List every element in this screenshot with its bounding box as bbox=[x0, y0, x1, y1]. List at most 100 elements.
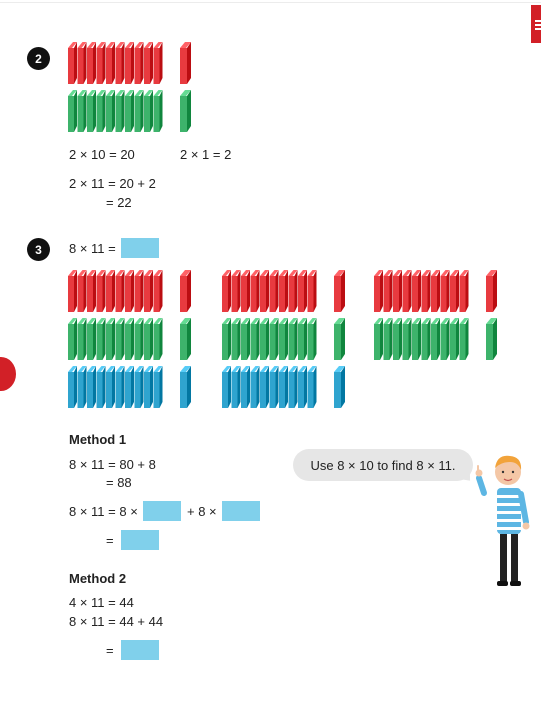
block-top bbox=[298, 270, 307, 276]
block-top bbox=[134, 42, 144, 48]
block-side bbox=[131, 42, 134, 84]
block-side bbox=[93, 270, 96, 312]
block-side bbox=[102, 90, 106, 132]
block-side bbox=[131, 270, 134, 312]
block-front bbox=[260, 372, 266, 408]
question-number-2: 2 bbox=[27, 47, 50, 70]
block-side bbox=[93, 366, 96, 408]
block-side bbox=[418, 318, 421, 360]
block-side bbox=[247, 366, 250, 408]
block-front bbox=[106, 372, 112, 408]
block-front bbox=[307, 324, 314, 360]
block-top bbox=[260, 270, 269, 276]
method-1-blank-2[interactable] bbox=[222, 501, 260, 521]
block-top bbox=[250, 318, 260, 324]
block-top bbox=[298, 366, 307, 372]
block-front bbox=[144, 48, 150, 84]
block-front bbox=[153, 276, 160, 312]
block-side bbox=[256, 366, 260, 408]
q3-answer-box[interactable] bbox=[121, 238, 159, 258]
block-top bbox=[77, 318, 87, 324]
block-front bbox=[144, 276, 150, 312]
block-front bbox=[222, 276, 228, 312]
unit-block-front bbox=[180, 48, 187, 84]
block-side bbox=[399, 270, 402, 312]
block-top bbox=[134, 318, 144, 324]
method-2-answer-box[interactable] bbox=[121, 640, 159, 660]
block-front bbox=[431, 276, 437, 312]
unit-block-side bbox=[493, 270, 497, 312]
block-front bbox=[134, 48, 141, 84]
block-front bbox=[106, 324, 112, 360]
block-side bbox=[304, 366, 307, 408]
block-top bbox=[115, 90, 125, 96]
hint-text: Use 8 × 10 to find 8 × 11. bbox=[310, 457, 456, 473]
block-front bbox=[134, 276, 141, 312]
block-side bbox=[150, 270, 153, 312]
block-side bbox=[159, 42, 163, 84]
block-side bbox=[150, 90, 153, 132]
block-top bbox=[231, 270, 241, 276]
block-front bbox=[307, 372, 314, 408]
block-top bbox=[134, 90, 144, 96]
block-top bbox=[96, 90, 106, 96]
block-front bbox=[106, 96, 112, 132]
block-front bbox=[222, 372, 228, 408]
block-side bbox=[456, 270, 459, 312]
block-top bbox=[68, 366, 77, 372]
block-front bbox=[106, 48, 112, 84]
block-side bbox=[266, 366, 269, 408]
block-front bbox=[87, 324, 93, 360]
block-top bbox=[231, 318, 241, 324]
block-top bbox=[153, 318, 163, 324]
block-top bbox=[222, 366, 231, 372]
method-1-answer-box[interactable] bbox=[121, 530, 159, 550]
block-side bbox=[112, 366, 115, 408]
block-front bbox=[96, 48, 103, 84]
menu-tab[interactable] bbox=[531, 5, 541, 43]
block-side bbox=[112, 270, 115, 312]
block-front bbox=[115, 48, 122, 84]
block-front bbox=[269, 324, 276, 360]
block-side bbox=[140, 270, 144, 312]
method-1-blank-1[interactable] bbox=[143, 501, 181, 521]
block-front bbox=[450, 276, 456, 312]
block-front bbox=[96, 276, 103, 312]
block-top bbox=[279, 318, 288, 324]
block-side bbox=[465, 270, 469, 312]
block-front bbox=[144, 372, 150, 408]
block-front bbox=[77, 372, 84, 408]
block-side bbox=[159, 270, 163, 312]
block-side bbox=[93, 42, 96, 84]
block-top bbox=[68, 270, 77, 276]
unit-block-side bbox=[187, 42, 191, 84]
unit-block-top bbox=[180, 318, 191, 324]
unit-block-side bbox=[187, 318, 191, 360]
block-front bbox=[250, 276, 257, 312]
block-front bbox=[241, 276, 247, 312]
block-side bbox=[159, 318, 163, 360]
block-side bbox=[102, 318, 106, 360]
block-side bbox=[83, 270, 87, 312]
block-front bbox=[250, 324, 257, 360]
block-top bbox=[115, 270, 125, 276]
block-front bbox=[440, 276, 447, 312]
block-top bbox=[77, 90, 87, 96]
q3-block-group-1 bbox=[68, 270, 191, 408]
q2-equation-sum: 2 × 11 = 20 + 2 bbox=[69, 176, 156, 191]
q2-equation-tens: 2 × 10 = 20 bbox=[69, 147, 135, 162]
unit-block-side bbox=[187, 366, 191, 408]
boy-character-illustration bbox=[475, 455, 530, 586]
block-front bbox=[134, 96, 141, 132]
block-top bbox=[269, 270, 279, 276]
block-top bbox=[68, 42, 77, 48]
block-side bbox=[437, 318, 440, 360]
block-top bbox=[87, 318, 96, 324]
block-front bbox=[153, 48, 160, 84]
block-front bbox=[87, 96, 93, 132]
block-top bbox=[96, 270, 106, 276]
block-top bbox=[402, 318, 412, 324]
block-front bbox=[87, 276, 93, 312]
block-front bbox=[153, 372, 160, 408]
block-top bbox=[106, 318, 115, 324]
